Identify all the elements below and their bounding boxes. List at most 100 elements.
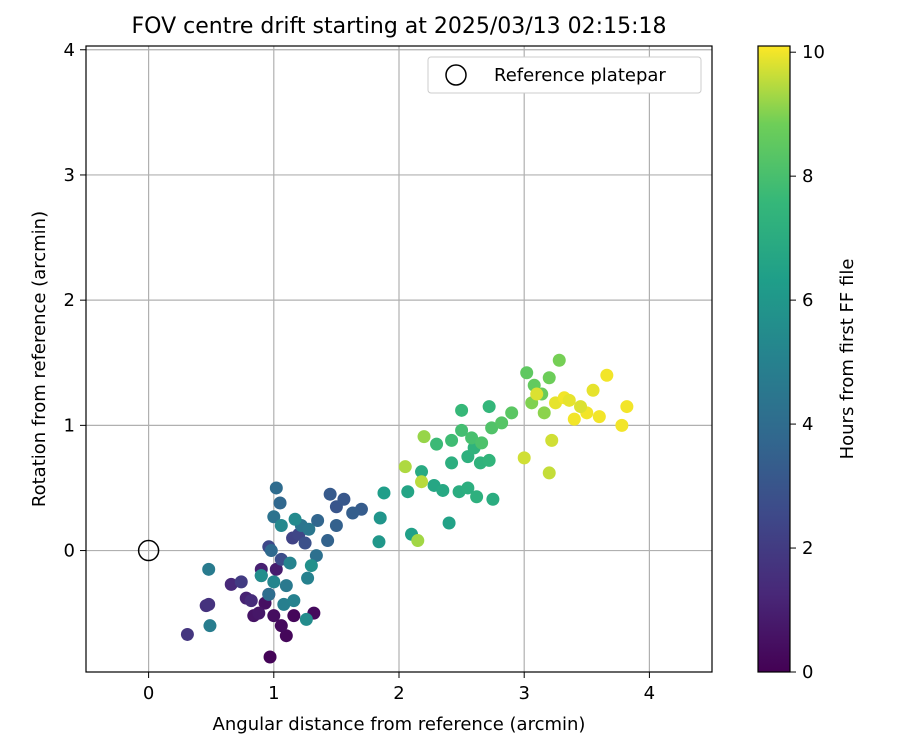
data-point — [299, 612, 313, 626]
colorbar-label: Hours from first FF file — [837, 259, 858, 460]
data-point — [283, 556, 297, 570]
data-point — [372, 535, 386, 549]
data-point — [455, 423, 469, 437]
x-axis-ticks: 0 1 2 3 4 — [143, 672, 655, 704]
colorbar-tick-label: 6 — [802, 290, 813, 311]
data-point — [263, 650, 277, 664]
data-point — [252, 606, 266, 620]
data-point — [517, 451, 531, 465]
x-tick-label: 3 — [518, 683, 529, 704]
data-point — [537, 406, 551, 420]
data-point — [482, 453, 496, 467]
legend: Reference platepar — [427, 56, 702, 94]
data-point — [465, 431, 479, 445]
colorbar-tick-label: 8 — [802, 166, 813, 187]
y-axis-label: Rotation from reference (arcmin) — [29, 211, 50, 507]
data-point — [323, 487, 337, 501]
legend-marker — [445, 64, 467, 86]
data-point — [401, 485, 415, 499]
data-point — [254, 569, 268, 583]
data-point — [520, 366, 534, 380]
colorbar-tick-label: 4 — [802, 414, 813, 435]
y-tick-label: 3 — [64, 165, 75, 186]
data-point — [586, 383, 600, 397]
colorbar-tick-label: 2 — [802, 538, 813, 559]
data-point — [445, 456, 459, 470]
data-point — [329, 519, 343, 533]
reference-marker — [137, 539, 160, 562]
data-point — [620, 400, 634, 414]
data-points — [180, 353, 634, 664]
data-point — [475, 436, 489, 450]
data-point — [267, 575, 281, 589]
data-point — [592, 410, 606, 424]
x-axis-label: Angular distance from reference (arcmin) — [213, 714, 586, 735]
data-point — [542, 466, 556, 480]
data-point — [485, 421, 499, 435]
data-point — [269, 562, 283, 576]
data-point — [269, 481, 283, 495]
data-point — [530, 387, 544, 401]
data-point — [262, 587, 276, 601]
data-point — [436, 483, 450, 497]
data-point — [505, 406, 519, 420]
colorbar-tick-label: 0 — [802, 662, 813, 683]
data-point — [180, 627, 194, 641]
chart-title: FOV centre drift starting at 2025/03/13 … — [132, 14, 667, 39]
data-point — [411, 534, 425, 548]
y-tick-label: 4 — [64, 40, 75, 61]
legend-label: Reference platepar — [494, 65, 666, 86]
x-tick-label: 1 — [268, 683, 279, 704]
colorbar-tick-label: 10 — [802, 42, 825, 63]
data-point — [203, 619, 217, 633]
data-point — [552, 353, 566, 367]
data-point — [304, 559, 318, 573]
data-point — [202, 597, 216, 611]
data-point — [302, 522, 316, 536]
data-point — [301, 571, 315, 585]
grid-lines — [86, 46, 712, 672]
data-point — [445, 433, 459, 447]
data-point — [202, 562, 216, 576]
data-point — [574, 400, 588, 414]
data-point — [415, 465, 429, 479]
data-point — [311, 514, 325, 528]
data-point — [277, 597, 291, 611]
legend-box — [427, 56, 702, 94]
data-point — [346, 506, 360, 520]
data-point — [287, 609, 301, 623]
data-point — [321, 534, 335, 548]
data-point — [417, 430, 431, 444]
colorbar — [757, 45, 791, 673]
data-point — [298, 536, 312, 550]
data-point — [377, 486, 391, 500]
data-point — [273, 496, 287, 510]
data-point — [373, 511, 387, 525]
y-tick-label: 2 — [64, 290, 75, 311]
data-point — [442, 516, 456, 530]
data-point — [287, 594, 301, 608]
data-point — [267, 510, 281, 524]
data-point — [486, 492, 500, 506]
data-point — [244, 594, 258, 608]
data-point — [398, 460, 412, 474]
data-point — [337, 492, 351, 506]
data-point — [288, 512, 302, 526]
y-axis-ticks: 0 1 2 3 4 — [64, 40, 86, 562]
data-point — [600, 368, 614, 382]
data-point — [470, 490, 484, 504]
data-point — [562, 393, 576, 407]
data-point — [415, 475, 429, 489]
data-point — [234, 575, 248, 589]
data-point — [615, 418, 629, 432]
data-point — [274, 619, 288, 633]
x-tick-label: 4 — [644, 683, 655, 704]
data-point — [542, 371, 556, 385]
data-point — [495, 416, 509, 430]
data-point — [567, 412, 581, 426]
data-point — [309, 549, 323, 563]
data-point — [267, 609, 281, 623]
colorbar-ticks: 0 2 4 6 8 10 — [790, 42, 825, 683]
data-point — [279, 629, 293, 643]
